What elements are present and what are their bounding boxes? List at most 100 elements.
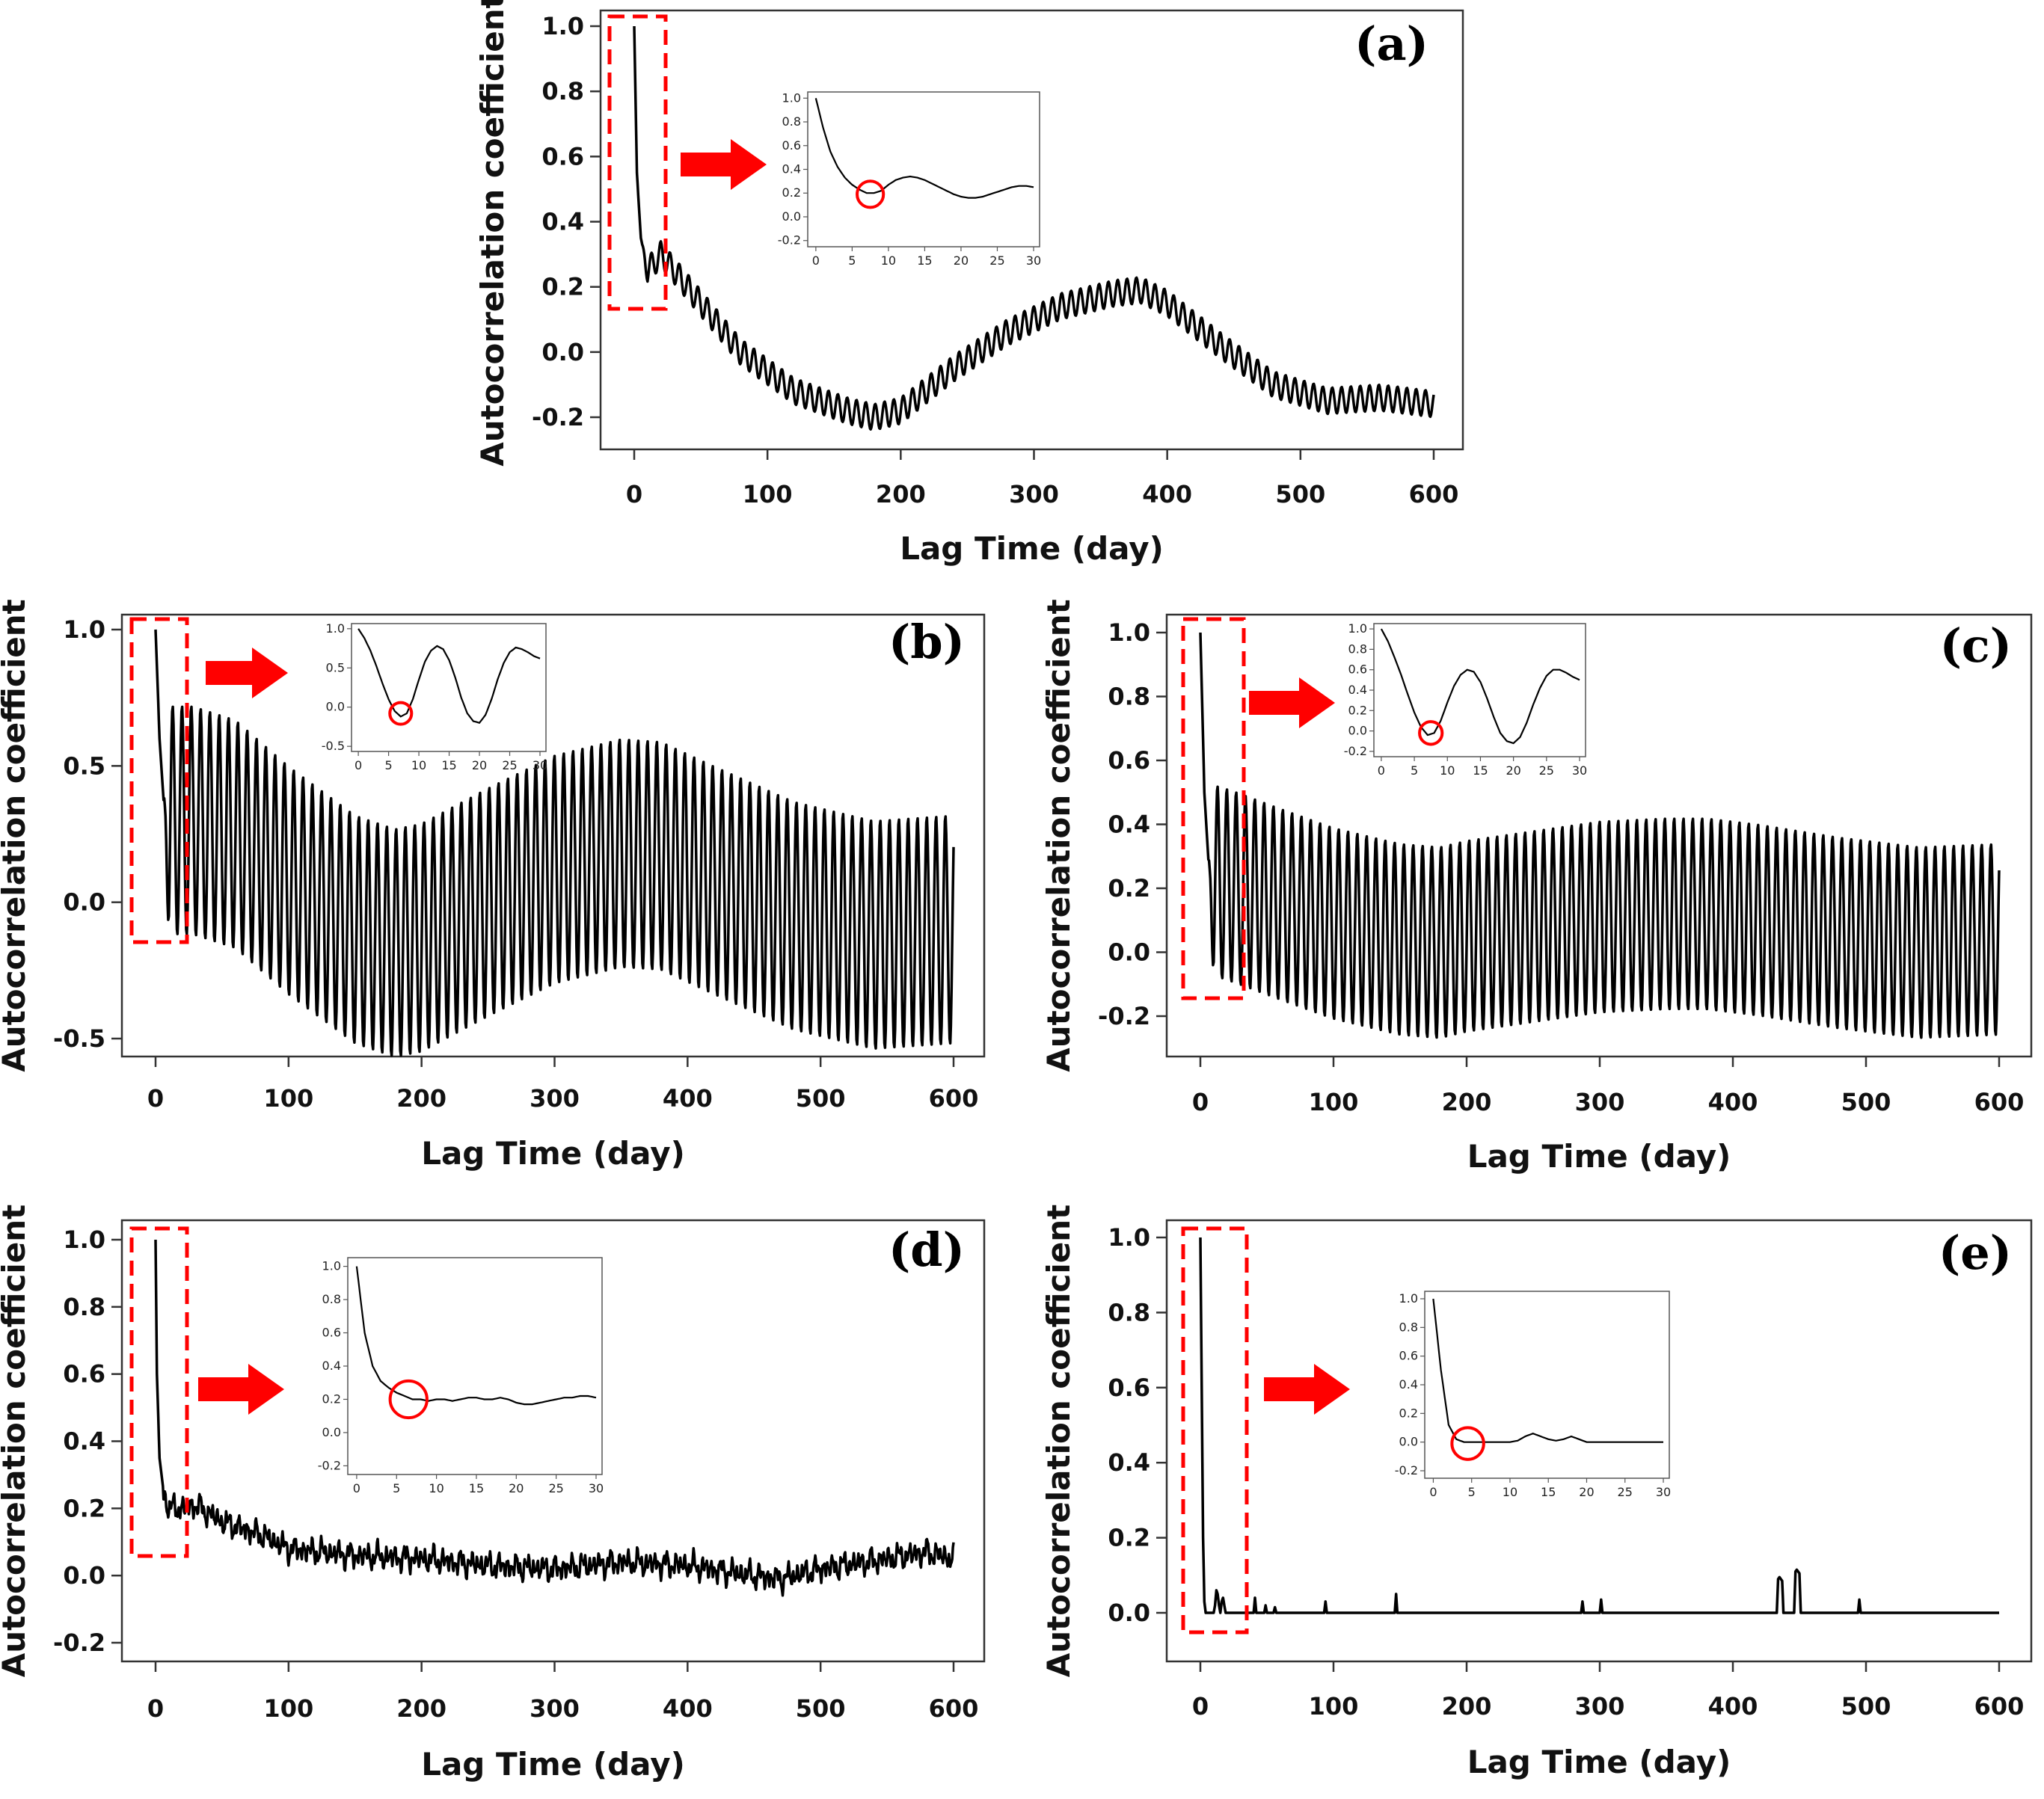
inset-x-tick-label: 5 bbox=[848, 253, 856, 268]
x-tick-label: 400 bbox=[1708, 1088, 1758, 1116]
zoom-inset: 0 5 10 15 20 25 30 -0.2 0.0 0.2 0.4 0.6 0.8 1.0 bbox=[318, 1257, 604, 1495]
first-minimum-marker bbox=[856, 179, 886, 209]
inset-x-tick-label: 5 bbox=[1411, 763, 1418, 778]
inset-x-tick-label: 15 bbox=[469, 1481, 484, 1495]
x-axis-title: Lag Time (day) bbox=[900, 530, 1164, 567]
first-minimum-marker bbox=[388, 701, 414, 726]
inset-y-tick-label: 1.0 bbox=[782, 90, 801, 105]
y-tick-label: -0.2 bbox=[532, 403, 584, 431]
y-axis-title: Autocorrelation coefficient bbox=[474, 0, 511, 467]
x-tick-label: 100 bbox=[263, 1694, 313, 1723]
x-axis: 0 100 200 300 400 500 600 bbox=[626, 449, 1459, 508]
x-tick-label: 600 bbox=[1974, 1692, 2025, 1720]
y-tick-label: 0.2 bbox=[63, 1494, 105, 1522]
x-tick-label: 300 bbox=[1009, 480, 1059, 508]
y-tick-label: 0.0 bbox=[1108, 938, 1150, 967]
y-axis-title: Autocorrelation coefficient bbox=[1040, 599, 1077, 1071]
y-tick-label: 0.4 bbox=[541, 208, 584, 236]
inset-y-tick-label: 1.0 bbox=[1348, 621, 1367, 636]
x-tick-label: 200 bbox=[1442, 1692, 1492, 1720]
x-tick-label: 500 bbox=[796, 1694, 846, 1723]
panel-c: 0 100 200 300 400 500 600-0.20.00.20.40.60.81.… bbox=[1040, 599, 2033, 1175]
y-tick-label: 1.0 bbox=[63, 615, 105, 644]
inset-y-tick-label: 0.6 bbox=[782, 138, 801, 153]
x-tick-label: 0 bbox=[147, 1084, 164, 1113]
y-tick-label: 0.8 bbox=[1108, 683, 1150, 711]
inset-frame bbox=[347, 1257, 603, 1475]
y-tick-label: 0.4 bbox=[1108, 1448, 1150, 1477]
inset-y-tick-label: 1.0 bbox=[1399, 1291, 1418, 1306]
y-tick-label: 0.6 bbox=[63, 1360, 105, 1389]
y-axis: -0.5 0.0 0.5 1.0 bbox=[53, 615, 122, 1053]
y-axis-title: Autocorrelation coefficient bbox=[1040, 1205, 1077, 1677]
y-tick-label: 0.5 bbox=[63, 751, 105, 780]
x-tick-label: 200 bbox=[876, 480, 926, 508]
y-axis-title: Autocorrelation coefficient bbox=[0, 1205, 32, 1677]
y-tick-label: 0.8 bbox=[541, 77, 584, 105]
x-tick-label: 0 bbox=[626, 480, 642, 508]
inset-x-tick-label: 30 bbox=[1656, 1485, 1671, 1499]
autocorrelation-series bbox=[1199, 1237, 2000, 1614]
inset-x-tick-label: 15 bbox=[917, 253, 932, 268]
inset-y-tick-label: -0.2 bbox=[1344, 744, 1367, 758]
x-tick-label: 500 bbox=[1841, 1088, 1891, 1116]
inset-y-tick-label: 0.4 bbox=[782, 162, 801, 176]
highlight-box bbox=[1181, 1226, 1249, 1635]
inset-y-tick-label: 0.2 bbox=[322, 1391, 341, 1406]
y-tick-label: 0.8 bbox=[1108, 1298, 1150, 1326]
autocorrelation-series bbox=[154, 629, 955, 1057]
y-tick-label: -0.2 bbox=[53, 1629, 105, 1657]
x-tick-label: 200 bbox=[1442, 1088, 1492, 1116]
x-tick-label: 300 bbox=[530, 1084, 580, 1113]
x-tick-label: 400 bbox=[663, 1694, 713, 1723]
inset-frame bbox=[807, 91, 1040, 247]
inset-y-tick-label: 0.5 bbox=[326, 660, 345, 674]
inset-x-tick-label: 20 bbox=[472, 758, 487, 772]
x-tick-label: 600 bbox=[1409, 480, 1459, 508]
inset-y-tick-label: 0.0 bbox=[1348, 724, 1367, 738]
inset-x-tick-label: 10 bbox=[429, 1481, 444, 1495]
inset-x-tick-label: 5 bbox=[384, 758, 392, 772]
panel-label: (d) bbox=[889, 1223, 965, 1277]
inset-y-tick-label: 0.0 bbox=[322, 1425, 341, 1439]
inset-x-tick-label: 10 bbox=[411, 758, 426, 772]
plot-frame bbox=[120, 613, 986, 1058]
zoom-arrow-icon bbox=[1264, 1364, 1350, 1415]
inset-x-tick-label: 5 bbox=[393, 1481, 400, 1495]
y-tick-label: 0.2 bbox=[541, 273, 584, 301]
y-tick-label: 0.6 bbox=[1108, 746, 1150, 775]
y-tick-label: 0.6 bbox=[541, 142, 584, 170]
x-axis-title: Lag Time (day) bbox=[1467, 1138, 1731, 1175]
y-axis: 0.0 0.2 0.4 0.6 0.8 1.0 bbox=[1108, 1223, 1167, 1627]
x-tick-label: 300 bbox=[530, 1694, 580, 1723]
inset-series bbox=[814, 98, 1034, 199]
inset-y-tick-label: 0.8 bbox=[1399, 1320, 1418, 1334]
y-axis: -0.2 0.0 0.2 0.4 0.6 0.8 1.0 bbox=[53, 1226, 122, 1657]
y-tick-label: 1.0 bbox=[541, 12, 584, 40]
x-tick-label: 100 bbox=[743, 480, 793, 508]
inset-x-tick-label: 15 bbox=[1541, 1485, 1556, 1499]
y-tick-label: -0.5 bbox=[53, 1024, 105, 1053]
inset-y-tick-label: 0.2 bbox=[782, 185, 801, 200]
x-tick-label: 100 bbox=[1309, 1692, 1359, 1720]
highlight-box bbox=[1181, 617, 1246, 1000]
zoom-arrow-icon bbox=[681, 139, 767, 190]
autocorrelation-series bbox=[154, 1239, 955, 1597]
y-tick-label: 1.0 bbox=[1108, 618, 1150, 647]
y-tick-label: 0.0 bbox=[1108, 1599, 1150, 1627]
x-tick-label: 200 bbox=[396, 1694, 446, 1723]
x-tick-label: 500 bbox=[796, 1084, 846, 1113]
inset-frame bbox=[1424, 1291, 1670, 1479]
zoom-inset: 0 5 10 15 20 25 30 -0.2 0.0 0.2 0.4 0.6 0.8 1.0 bbox=[778, 90, 1041, 268]
inset-y-tick-label: 0.0 bbox=[326, 700, 345, 714]
x-tick-label: 500 bbox=[1275, 480, 1325, 508]
x-tick-label: 0 bbox=[1192, 1692, 1209, 1720]
y-tick-label: 0.0 bbox=[63, 888, 105, 917]
zoom-inset: 0 5 10 15 20 25 30 -0.5 0.0 0.5 1.0 bbox=[322, 621, 547, 772]
x-tick-label: 600 bbox=[1974, 1088, 2025, 1116]
x-tick-label: 0 bbox=[1192, 1088, 1209, 1116]
inset-y-tick-label: 1.0 bbox=[326, 621, 345, 636]
inset-y-tick-label: 0.8 bbox=[782, 114, 801, 129]
